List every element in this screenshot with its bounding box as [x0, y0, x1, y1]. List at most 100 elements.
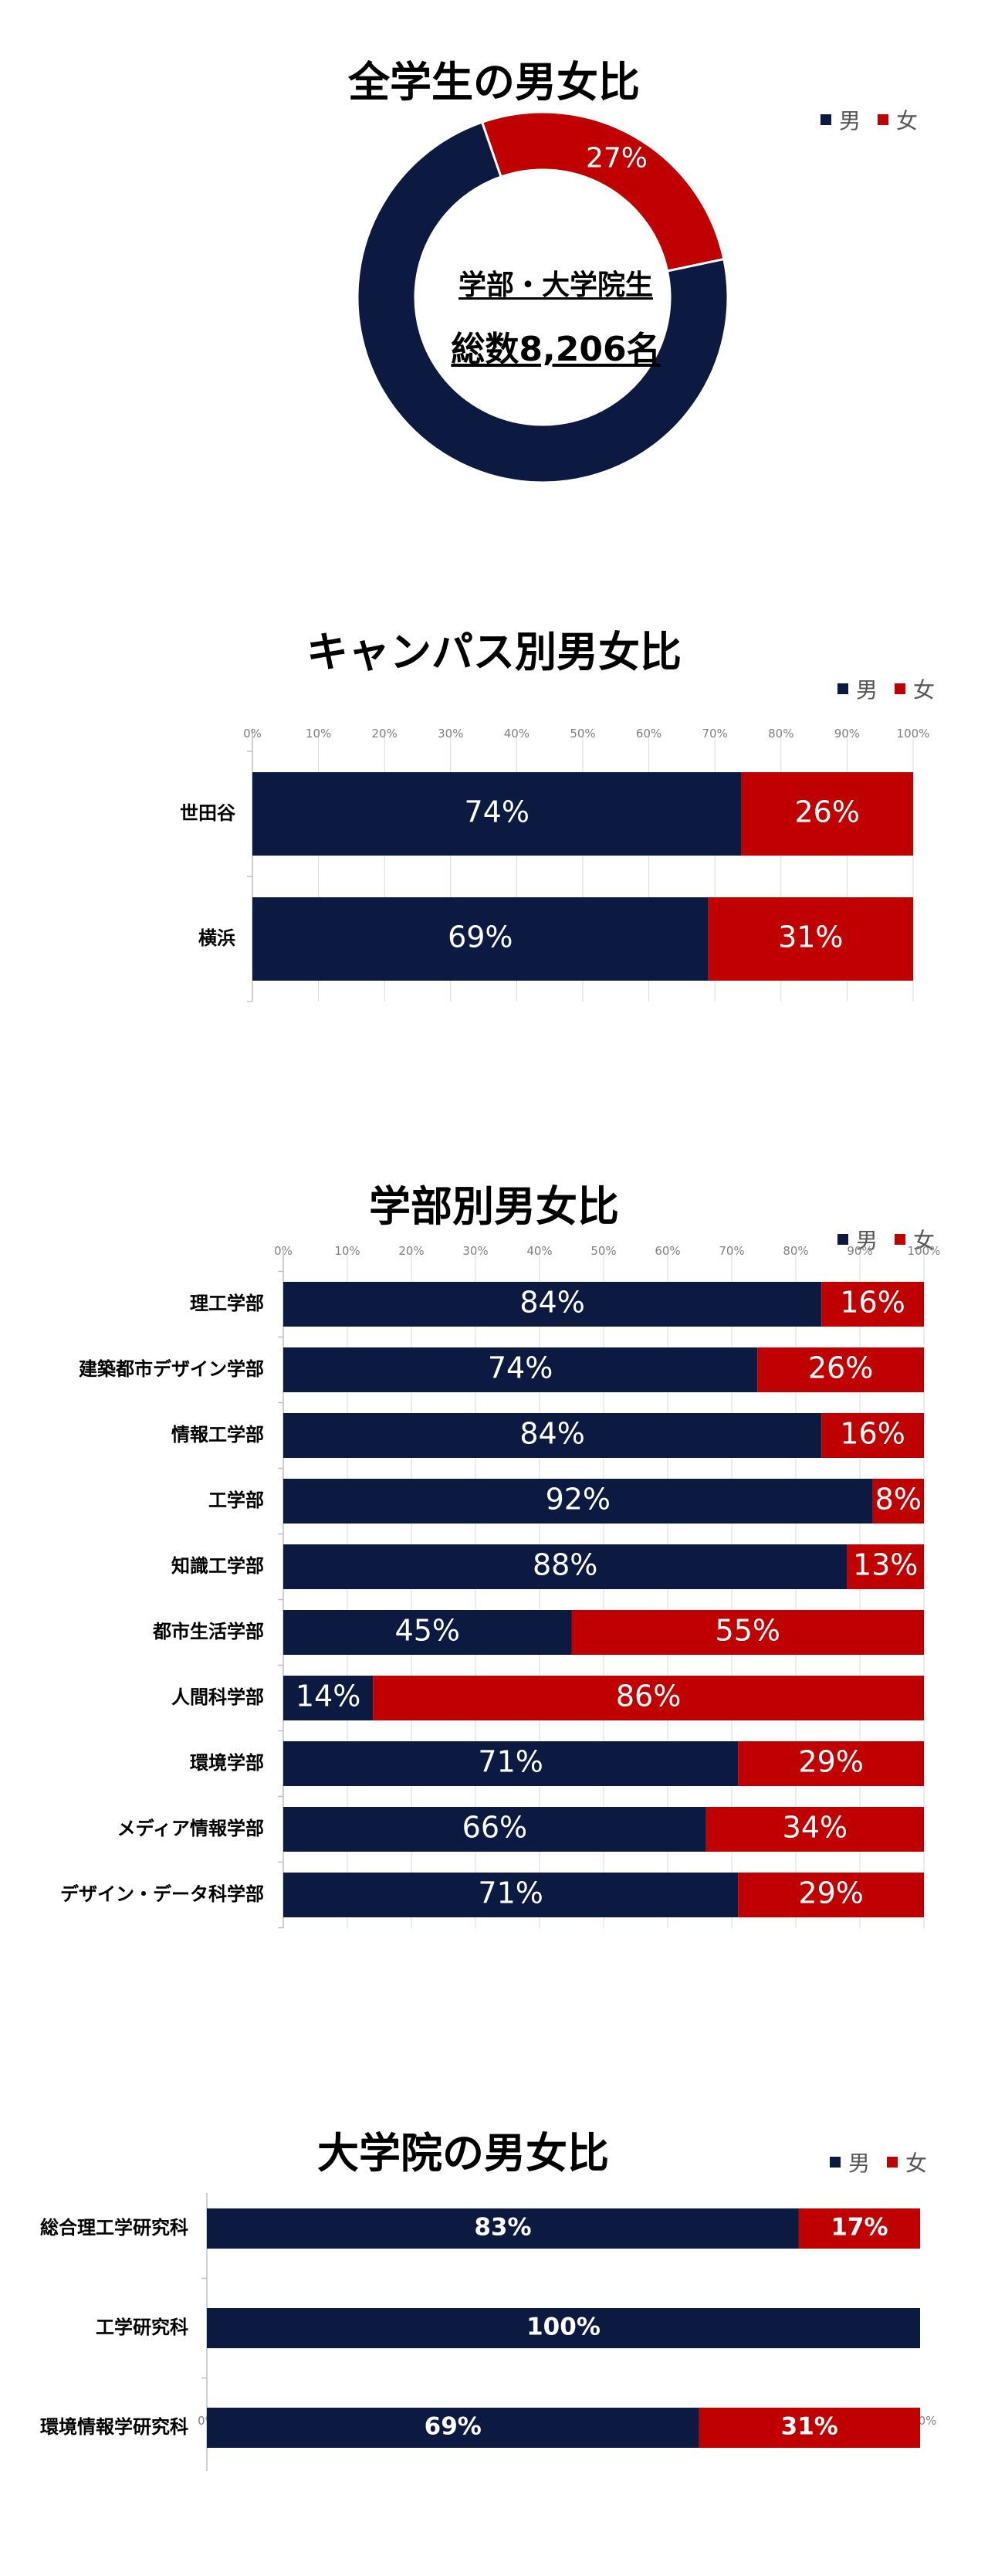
- data-label: 16%: [840, 1417, 905, 1451]
- legend-label-male: 男: [839, 108, 861, 134]
- data-label: 84%: [519, 1417, 584, 1451]
- x-tick-label: 50%: [590, 1244, 616, 1258]
- x-tick-label: 40%: [504, 727, 530, 741]
- bar-segment-male: [283, 1413, 822, 1458]
- x-tick-label: 70%: [702, 727, 728, 741]
- bar-segment-female: [872, 1479, 924, 1524]
- bar-segment-male: [207, 2408, 699, 2448]
- legend-swatch-female: [878, 114, 889, 125]
- data-label: 34%: [783, 1811, 848, 1845]
- category-label: デザイン・データ科学部: [60, 1883, 264, 1905]
- chart-legend: 男 女: [821, 104, 918, 135]
- bar-segment-male: [207, 2208, 799, 2249]
- data-label: 31%: [781, 2413, 838, 2441]
- x-tick-label: 60%: [655, 1244, 680, 1258]
- bar-segment-female: [738, 1741, 924, 1786]
- bar-segment-female: [821, 1282, 924, 1327]
- data-label: 55%: [716, 1614, 780, 1648]
- legend-item-female: 女: [895, 1224, 935, 1255]
- bar-segment-female: [699, 2408, 920, 2448]
- data-label: 27%: [586, 143, 648, 175]
- category-label: 横浜: [198, 927, 235, 949]
- legend-swatch-female: [887, 2157, 898, 2168]
- data-label: 74%: [488, 1351, 553, 1385]
- bar-segment-male: [283, 1873, 739, 1917]
- chart-legend: 男 女: [830, 2147, 927, 2178]
- x-tick-label: 0%: [274, 1244, 293, 1258]
- center-text-line-1: 学部・大学院生: [458, 269, 653, 301]
- bar-segment-male: [283, 1347, 758, 1392]
- data-label: 69%: [448, 920, 513, 954]
- data-label: 71%: [478, 1876, 543, 1910]
- stacked-bar-chart: 0% 10% 20% 30% 40% 50% 60% 70% 80% 90% 100% 理工学部 84%…: [60, 1244, 941, 1929]
- data-label: 92%: [546, 1483, 611, 1517]
- data-label: 84%: [519, 1286, 584, 1320]
- category-label: 工学部: [208, 1490, 264, 1511]
- category-label: メディア情報学部: [117, 1818, 264, 1839]
- data-label: 26%: [808, 1351, 873, 1385]
- bar-segment-male: [283, 1282, 822, 1327]
- legend-label-male: 男: [856, 1228, 878, 1253]
- legend-item-male: 男: [837, 1224, 878, 1255]
- legend-item-female: 女: [895, 673, 935, 704]
- legend-item-female: 女: [878, 104, 918, 135]
- data-label: 8%: [875, 1483, 922, 1517]
- category-label: 世田谷: [180, 802, 236, 824]
- chart-title: 大学院の男女比: [317, 2129, 609, 2178]
- chart-title: 全学生の男女比: [348, 58, 640, 107]
- data-label: 66%: [462, 1811, 527, 1845]
- data-label: 88%: [533, 1548, 597, 1582]
- category-label: 都市生活学部: [152, 1621, 264, 1642]
- x-tick-label: 10%: [306, 727, 331, 741]
- data-label: 74%: [464, 795, 529, 829]
- data-label: 31%: [778, 920, 843, 954]
- chart-title: 学部別男女比: [369, 1182, 619, 1231]
- bar-segment-female: [705, 1807, 924, 1852]
- gender-ratio-by-faculty-chart: 学部別男女比 男 女 0% 10% 20% 30% 40% 50% 60% 70% 80% 90%…: [0, 1158, 988, 2008]
- data-label: 83%: [474, 2214, 531, 2242]
- data-label: 45%: [395, 1614, 460, 1648]
- data-label: 14%: [296, 1679, 360, 1713]
- data-label: 26%: [794, 795, 859, 829]
- legend-item-female: 女: [887, 2147, 927, 2178]
- data-label: 17%: [831, 2214, 888, 2242]
- data-label: 86%: [616, 1679, 681, 1713]
- chart-legend: 男 女: [837, 1224, 935, 1255]
- bar-segment-female: [847, 1544, 924, 1589]
- bar-segment-female: [373, 1676, 924, 1720]
- bar-segment-female: [708, 897, 913, 981]
- x-tick-label: 100%: [897, 727, 930, 741]
- legend-item-male: 男: [830, 2147, 870, 2178]
- category-label: 情報工学部: [171, 1424, 264, 1446]
- bar-segment-male: [283, 1741, 739, 1786]
- x-tick-label: 80%: [768, 727, 793, 741]
- bar-segment-male: [283, 1610, 572, 1655]
- donut-slice-female: [480, 110, 726, 273]
- bar-segment-male: [252, 772, 742, 856]
- bar-segment-female: [741, 772, 913, 856]
- x-tick-label: 50%: [570, 727, 595, 741]
- x-tick-label: 80%: [783, 1244, 808, 1258]
- category-label: 人間科学部: [171, 1686, 264, 1708]
- bar-segment-male: [283, 1479, 873, 1524]
- legend-label-female: 女: [913, 1228, 936, 1253]
- legend-label-female: 女: [896, 108, 919, 134]
- chart-title: キャンパス別男女比: [306, 628, 682, 676]
- bar-segment-male: [283, 1544, 848, 1589]
- x-tick-label: 60%: [636, 727, 661, 741]
- chart-legend: 男 女: [837, 673, 935, 704]
- bar-segment-female: [821, 1413, 924, 1458]
- x-tick-label: 20%: [398, 1244, 424, 1258]
- category-label: 知識工学部: [171, 1555, 264, 1577]
- donut-slice-male: [356, 120, 729, 484]
- bar-segment-male: [252, 897, 709, 981]
- legend-swatch-male: [830, 2157, 841, 2168]
- legend-label-female: 女: [905, 2151, 928, 2176]
- x-tick-label: 100%: [908, 1244, 941, 1258]
- category-label: 環境学部: [190, 1752, 264, 1774]
- x-tick-label: 70%: [719, 1244, 744, 1258]
- data-label: 29%: [798, 1876, 863, 1910]
- x-tick-label: 20%: [372, 727, 398, 741]
- legend-label-male: 男: [856, 677, 878, 703]
- data-label: 73%: [403, 497, 465, 529]
